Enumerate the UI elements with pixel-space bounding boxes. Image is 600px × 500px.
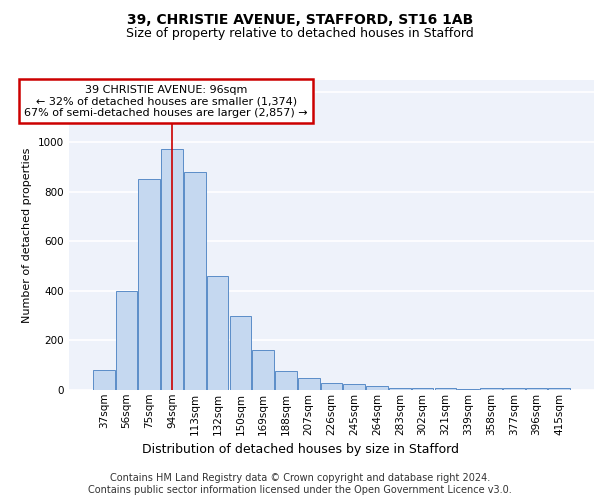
Text: Size of property relative to detached houses in Stafford: Size of property relative to detached ho… [126, 28, 474, 40]
Bar [548, 388, 570, 390]
Bar [253, 350, 274, 390]
Bar [230, 316, 251, 390]
Y-axis label: Number of detached properties: Number of detached properties [22, 148, 32, 322]
Bar [207, 276, 229, 390]
Bar [275, 372, 297, 390]
Bar [503, 388, 524, 390]
Bar [457, 389, 479, 390]
Bar [184, 172, 206, 390]
Text: Contains HM Land Registry data © Crown copyright and database right 2024.
Contai: Contains HM Land Registry data © Crown c… [88, 474, 512, 495]
Bar [320, 382, 343, 390]
Bar [298, 378, 320, 390]
Text: Distribution of detached houses by size in Stafford: Distribution of detached houses by size … [142, 442, 458, 456]
Bar [116, 291, 137, 390]
Bar [161, 150, 183, 390]
Bar [480, 388, 502, 390]
Text: 39 CHRISTIE AVENUE: 96sqm
← 32% of detached houses are smaller (1,374)
67% of se: 39 CHRISTIE AVENUE: 96sqm ← 32% of detac… [25, 84, 308, 118]
Bar [434, 388, 456, 390]
Bar [93, 370, 115, 390]
Bar [343, 384, 365, 390]
Bar [389, 388, 410, 390]
Bar [366, 386, 388, 390]
Bar [139, 179, 160, 390]
Bar [526, 388, 547, 390]
Text: 39, CHRISTIE AVENUE, STAFFORD, ST16 1AB: 39, CHRISTIE AVENUE, STAFFORD, ST16 1AB [127, 12, 473, 26]
Bar [412, 388, 433, 390]
